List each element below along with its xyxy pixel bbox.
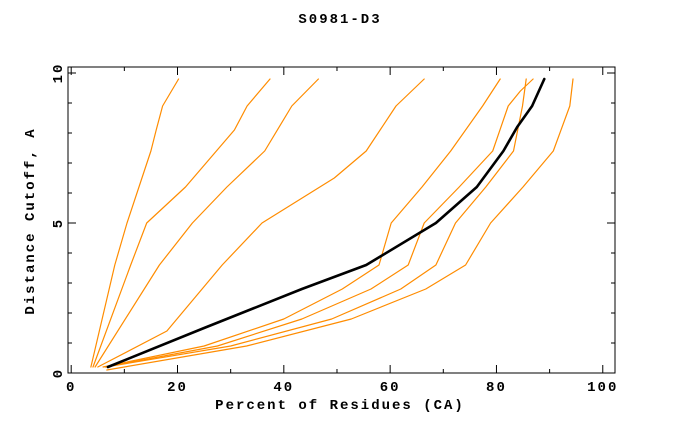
curve-model-2: [92, 78, 271, 368]
y-axis-label: Distance Cutoff, A: [23, 127, 39, 315]
x-tick-label: 100: [587, 380, 618, 396]
x-axis-label: Percent of Residues (CA): [215, 398, 465, 414]
y-tick-label: 0: [51, 368, 67, 378]
x-tick-label: 0: [66, 380, 76, 396]
curve-model-8: [106, 78, 574, 371]
curve-model-3: [94, 78, 319, 368]
x-tick-label: 40: [273, 380, 294, 396]
curve-model-6: [104, 78, 534, 368]
y-tick-label: 10: [51, 63, 67, 84]
chart-title: S0981-D3: [298, 12, 382, 28]
curve-model-7: [105, 78, 527, 368]
curve-highlighted-model: [106, 77, 546, 369]
plot-frame: [67, 66, 616, 374]
curve-model-4: [97, 78, 425, 368]
curve-model-5: [102, 78, 501, 368]
x-tick-label: 60: [380, 380, 401, 396]
x-tick-label: 20: [167, 380, 188, 396]
x-tick-label: 80: [486, 380, 507, 396]
y-tick-label: 5: [51, 218, 67, 228]
curve-model-1: [90, 78, 180, 368]
